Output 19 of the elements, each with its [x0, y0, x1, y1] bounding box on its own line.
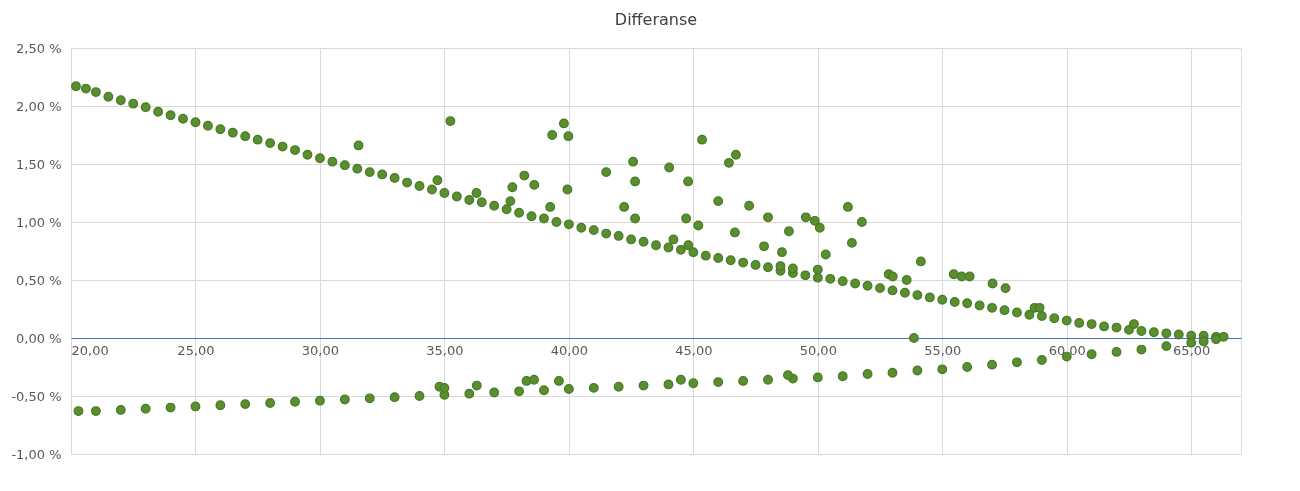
x-tick-label: 65,00: [1173, 342, 1211, 358]
y-tick-label: -0,50 %: [11, 388, 62, 404]
chart-title: Differanse: [614, 10, 698, 29]
x-tick-label: 50,00: [799, 342, 837, 358]
y-tick-label: 2,00 %: [16, 98, 62, 114]
x-tick-label: 55,00: [924, 342, 962, 358]
y-tick-label: 1,00 %: [16, 214, 62, 230]
x-tick-label: 25,00: [177, 342, 215, 358]
x-tick-label: 40,00: [550, 342, 588, 358]
x-tick-label: 30,00: [301, 342, 340, 358]
x-tick-label: 20,00: [71, 342, 109, 358]
x-tick-label: 35,00: [426, 342, 464, 358]
y-tick-label: 0,50 %: [16, 272, 62, 288]
x-tick-label: 45,00: [675, 342, 713, 358]
x-tick-label: 60,00: [1048, 342, 1086, 358]
y-tick-label: -1,00 %: [11, 446, 62, 462]
y-tick-label: 1,50 %: [16, 156, 62, 172]
y-tick-label: 2,50 %: [16, 40, 62, 56]
y-tick-label: 0,00 %: [16, 330, 62, 346]
